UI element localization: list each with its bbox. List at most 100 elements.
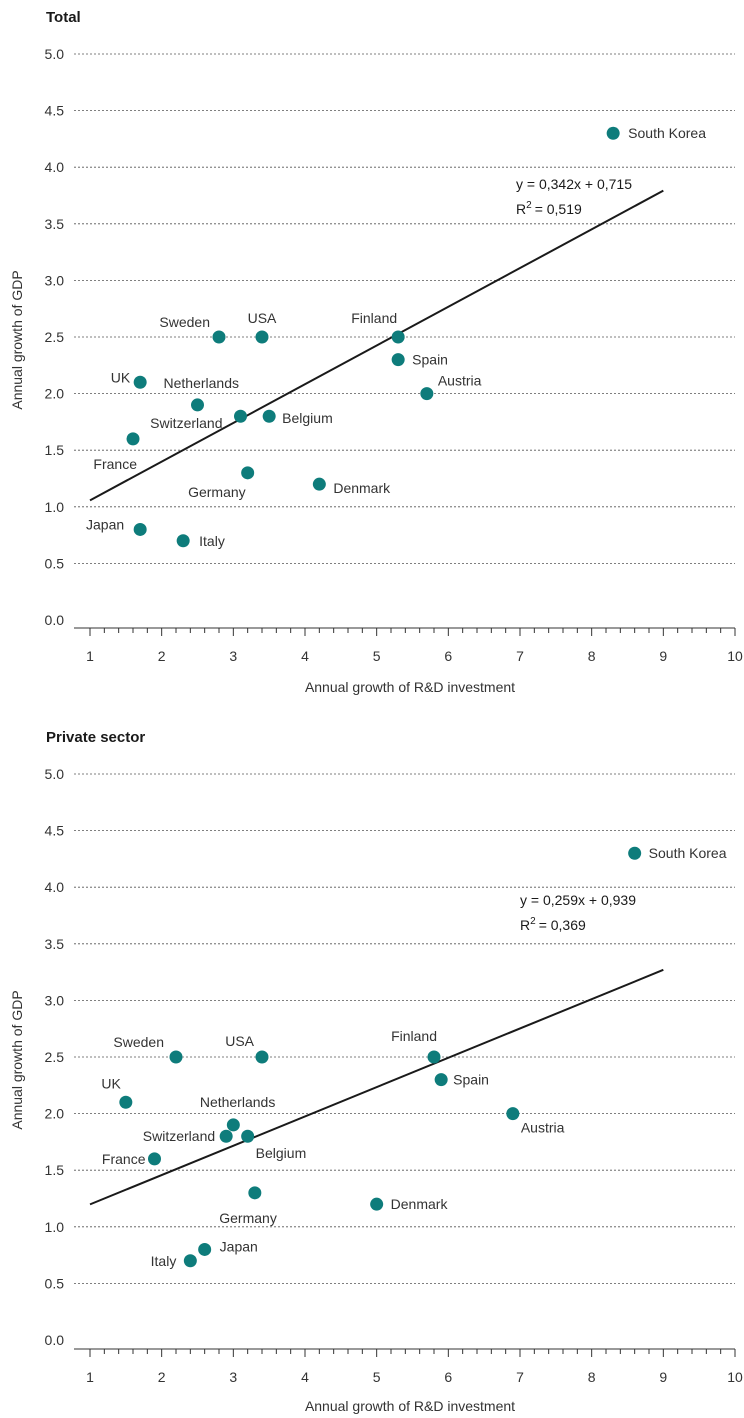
x-tick-label: 5: [373, 648, 381, 664]
point-label-italy: Italy: [199, 533, 225, 549]
y-tick-label: 1.0: [45, 1219, 65, 1235]
data-point-france: [126, 432, 140, 446]
x-tick-label: 9: [659, 648, 667, 664]
point-label-netherlands: Netherlands: [200, 1094, 276, 1110]
point-label-italy: Italy: [151, 1253, 177, 1269]
data-point-switzerland: [219, 1129, 233, 1143]
data-point-italy: [183, 1254, 197, 1268]
x-tick-label: 1: [86, 648, 94, 664]
point-label-uk: UK: [101, 1075, 121, 1091]
x-axis-title: Annual growth of R&D investment: [305, 1398, 515, 1414]
r-squared-exponent: 2: [530, 916, 536, 927]
x-tick-label: 7: [516, 1369, 524, 1385]
data-point-usa: [255, 1050, 269, 1064]
point-label-denmark: Denmark: [333, 480, 391, 496]
data-point-belgium: [262, 409, 276, 423]
y-tick-label: 3.0: [45, 992, 65, 1008]
data-point-usa: [255, 330, 269, 344]
data-point-austria: [420, 387, 434, 401]
y-tick-label: 2.0: [45, 1106, 65, 1122]
regression-line: [89, 189, 664, 502]
data-point-austria: [506, 1107, 520, 1121]
data-point-sweden: [212, 330, 226, 344]
point-label-france: France: [93, 456, 137, 472]
data-point-netherlands: [191, 398, 204, 412]
data-point-spain: [391, 353, 405, 367]
point-label-netherlands: Netherlands: [164, 375, 240, 391]
point-label-finland: Finland: [391, 1028, 437, 1044]
y-tick-label: 2.5: [45, 329, 65, 345]
point-label-germany: Germany: [188, 484, 246, 500]
point-label-finland: Finland: [351, 310, 397, 326]
y-axis-title: Annual growth of GDP: [9, 270, 25, 409]
x-tick-label: 6: [444, 648, 452, 664]
r-squared-label: R2 = 0,519: [516, 200, 582, 217]
y-tick-label: 5.0: [45, 766, 65, 782]
y-tick-label: 4.0: [45, 879, 65, 895]
data-point-netherlands: [226, 1118, 240, 1132]
y-tick-label: 1.0: [45, 499, 65, 515]
x-tick-label: 4: [301, 648, 309, 664]
data-point-belgium: [241, 1129, 255, 1143]
y-tick-label: 1.5: [45, 1162, 65, 1178]
x-tick-label: 10: [727, 1369, 743, 1385]
x-tick-label: 3: [229, 648, 237, 664]
y-tick-label: 3.0: [45, 272, 65, 288]
x-tick-label: 3: [229, 1369, 237, 1385]
data-point-denmark: [312, 477, 326, 491]
y-tick-label: 4.5: [45, 823, 65, 839]
data-point-switzerland: [234, 409, 247, 423]
x-tick-label: 2: [158, 1369, 166, 1385]
data-point-japan: [198, 1242, 212, 1256]
y-tick-label: 3.5: [45, 216, 65, 232]
data-point-finland: [427, 1050, 441, 1064]
data-point-south-korea: [606, 126, 620, 140]
point-label-sweden: Sweden: [113, 1034, 164, 1050]
y-axis-title: Annual growth of GDP: [9, 990, 25, 1129]
r-squared-symbol: R: [520, 917, 530, 933]
data-point-sweden: [169, 1050, 183, 1064]
point-label-switzerland: Switzerland: [150, 415, 222, 431]
point-label-japan: Japan: [220, 1238, 258, 1254]
data-point-denmark: [370, 1197, 384, 1211]
chart-panel-private-sector: Private sector 0.0 0.5 1.0 1.5 2.0 2.5 3.0 3.5 4.…: [9, 729, 743, 1414]
point-label-japan: Japan: [86, 516, 124, 532]
point-label-usa: USA: [248, 310, 277, 326]
y-tick-label: 0.0: [45, 612, 65, 628]
x-tick-label: 5: [373, 1369, 381, 1385]
chart-title: Total: [46, 9, 81, 26]
regression-line: [89, 968, 664, 1206]
data-point-south-korea: [628, 846, 642, 860]
regression-equation: y = 0,342x + 0,715: [516, 176, 632, 192]
data-point-uk: [133, 375, 147, 389]
y-tick-label: 2.5: [45, 1049, 65, 1065]
chart-title: Private sector: [46, 729, 145, 746]
point-label-south-korea: South Korea: [649, 845, 727, 861]
point-label-france: France: [102, 1151, 146, 1167]
point-label-belgium: Belgium: [282, 410, 333, 426]
y-tick-label: 5.0: [45, 46, 65, 62]
data-point-germany: [241, 466, 255, 480]
x-tick-label: 8: [588, 648, 596, 664]
point-label-austria: Austria: [438, 373, 482, 389]
regression-equation: y = 0,259x + 0,939: [520, 892, 636, 908]
y-tick-label: 1.5: [45, 442, 65, 458]
x-tick-label: 6: [444, 1369, 452, 1385]
r-squared-symbol: R: [516, 201, 526, 217]
x-tick-label: 7: [516, 648, 524, 664]
point-label-usa: USA: [225, 1033, 254, 1049]
data-point-japan: [133, 522, 147, 536]
data-point-uk: [119, 1095, 133, 1109]
point-label-austria: Austria: [521, 1120, 565, 1136]
point-label-spain: Spain: [412, 352, 448, 368]
x-tick-label: 10: [727, 648, 743, 664]
r-squared-value: = 0,519: [535, 201, 582, 217]
y-tick-label: 0.5: [45, 1275, 65, 1291]
point-label-germany: Germany: [219, 1210, 277, 1226]
point-label-uk: UK: [111, 369, 131, 385]
x-tick-label: 8: [588, 1369, 596, 1385]
x-tick-label: 1: [86, 1369, 94, 1385]
y-tick-label: 0.5: [45, 555, 65, 571]
point-label-switzerland: Switzerland: [143, 1128, 215, 1144]
